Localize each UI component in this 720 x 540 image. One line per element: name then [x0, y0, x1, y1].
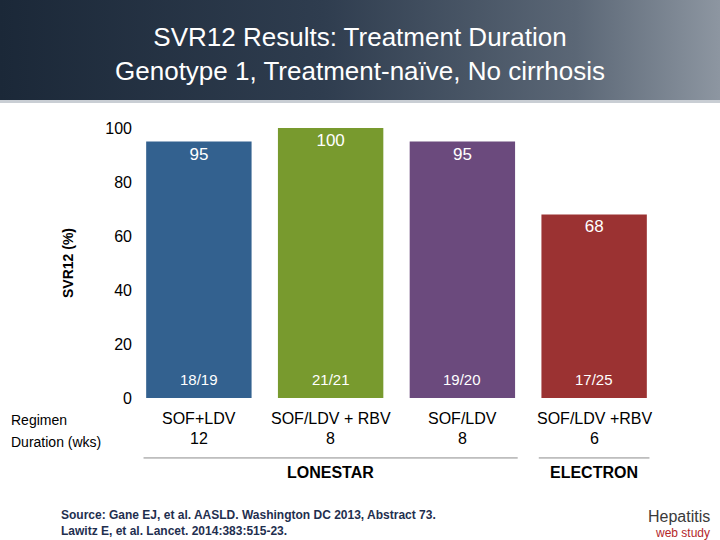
svg-text:21/21: 21/21: [312, 371, 350, 388]
svg-text:20: 20: [114, 336, 132, 353]
svg-text:Regimen: Regimen: [11, 412, 67, 428]
svg-text:12: 12: [190, 430, 208, 447]
svg-text:LONESTAR: LONESTAR: [287, 464, 374, 481]
svg-text:SVR12 Results: Treatment Durat: SVR12 Results: Treatment DurationGenotyp…: [115, 22, 605, 86]
svg-text:95: 95: [453, 145, 472, 164]
svg-text:40: 40: [114, 282, 132, 299]
svg-text:Hepatitis: Hepatitis: [648, 508, 710, 525]
svg-text:0: 0: [123, 390, 132, 407]
svg-text:19/20: 19/20: [443, 371, 481, 388]
svg-text:8: 8: [458, 430, 467, 447]
svg-text:100: 100: [316, 131, 344, 150]
svg-text:95: 95: [189, 145, 208, 164]
svg-text:Duration (wks): Duration (wks): [11, 434, 101, 450]
svg-text:SOF/LDV + RBV: SOF/LDV + RBV: [271, 410, 391, 427]
svg-text:8: 8: [326, 430, 335, 447]
svg-text:6: 6: [590, 430, 599, 447]
svg-text:SOF/LDV +RBV: SOF/LDV +RBV: [537, 410, 652, 427]
svg-text:60: 60: [114, 228, 132, 245]
svg-text:68: 68: [585, 217, 604, 236]
svg-text:80: 80: [114, 174, 132, 191]
svg-text:SOF/LDV: SOF/LDV: [428, 410, 497, 427]
svg-text:100: 100: [105, 120, 132, 137]
svg-text:Source: Gane EJ, et al. AASLD.: Source: Gane EJ, et al. AASLD. Washingto…: [61, 508, 436, 538]
svg-text:17/25: 17/25: [575, 371, 613, 388]
svg-text:SVR12 (%): SVR12 (%): [60, 228, 76, 298]
svg-text:SOF+LDV: SOF+LDV: [162, 410, 236, 427]
svg-text:web study: web study: [655, 526, 710, 540]
svg-text:18/19: 18/19: [180, 371, 218, 388]
svg-text:ELECTRON: ELECTRON: [550, 464, 638, 481]
